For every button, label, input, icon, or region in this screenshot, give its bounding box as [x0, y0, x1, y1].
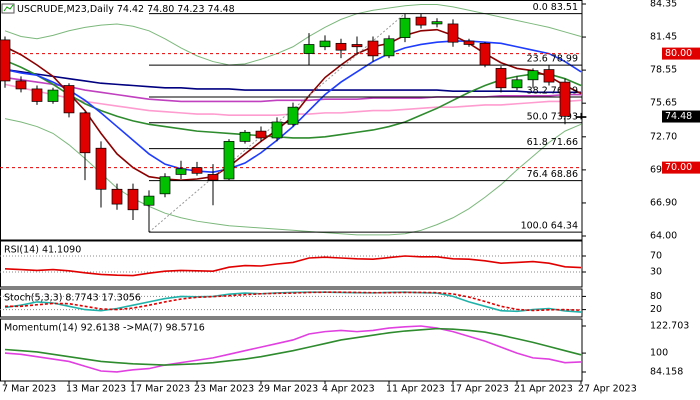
candle-body	[287, 106, 299, 125]
candle-body	[31, 88, 43, 102]
fib-label: 0.0 83.51	[533, 2, 578, 13]
candle-body	[479, 42, 491, 66]
candle-body	[351, 44, 363, 48]
x-tick-label: 7 Mar 2023	[2, 384, 56, 395]
candle-body	[319, 40, 331, 48]
candle-body	[303, 44, 315, 54]
fib-label: 61.8 71.66	[527, 137, 578, 148]
x-tick-label: 11 Apr 2023	[386, 384, 445, 395]
level-label: 80.00	[665, 48, 692, 59]
indicator-line	[4, 255, 582, 277]
indicator-line	[4, 59, 582, 139]
candle-body	[63, 85, 75, 114]
y-tick-label: 64.00	[650, 231, 677, 242]
candle-body	[399, 17, 411, 38]
candle-body	[0, 39, 11, 82]
candle-body	[159, 176, 171, 195]
fib-label: 38.2 76.19	[527, 86, 578, 97]
candle-body	[79, 112, 91, 154]
x-tick-label: 21 Apr 2023	[514, 384, 573, 395]
x-tick-label: 17 Apr 2023	[450, 384, 509, 395]
fib-label: 23.6 78.99	[527, 54, 578, 65]
panel-title: Momentum(14) 92.6138 ->MA(7) 98.5716	[4, 323, 205, 334]
level-label-box	[662, 161, 700, 174]
candle-body	[415, 16, 427, 26]
title-icon	[1, 3, 15, 14]
y-tick-label: 100	[650, 348, 668, 359]
indicator-line	[5, 291, 582, 312]
panel-frame	[0, 240, 583, 288]
candle-body	[543, 69, 555, 83]
x-tick-label: 13 Mar 2023	[66, 384, 126, 395]
panel-frame	[0, 0, 583, 241]
y-tick-label: 84.158	[650, 367, 683, 378]
candle-body	[559, 81, 571, 117]
y-tick-label: 70	[650, 251, 662, 262]
panel-frame	[0, 288, 583, 318]
candle-body	[527, 70, 539, 81]
candle-body	[367, 40, 379, 57]
panel-title: Stoch(5,3,3) 8.7743 17.3056	[4, 293, 141, 304]
candle-body	[575, 116, 587, 118]
candle-body	[143, 195, 155, 206]
candle-body	[95, 147, 107, 190]
candle-body	[207, 174, 219, 181]
candle-body	[495, 68, 507, 89]
x-tick-label: 17 Mar 2023	[130, 384, 190, 395]
candle-body	[111, 188, 123, 205]
y-tick-label: 84.35	[650, 0, 677, 9]
x-tick-label: 4 Apr 2023	[322, 384, 375, 395]
y-tick-label: 81.45	[650, 32, 677, 43]
indicator-line	[4, 325, 582, 373]
last-price-box	[662, 110, 700, 123]
candle-body	[127, 188, 139, 211]
fib-label: 50.0 73.93	[527, 111, 578, 122]
candle-body	[383, 38, 395, 57]
y-tick-label: 122.703	[650, 321, 689, 332]
x-tick-label: 29 Mar 2023	[258, 384, 318, 395]
title-icon-mark	[3, 4, 14, 12]
x-tick-label: 27 Apr 2023	[578, 384, 637, 395]
y-tick-label: 75.65	[650, 98, 677, 109]
level-label-box	[662, 47, 700, 60]
y-tick-label: 80	[650, 291, 662, 302]
indicator-line	[4, 291, 582, 313]
level-label: 70.00	[665, 162, 692, 173]
last-price-label: 74.48	[665, 111, 692, 122]
y-tick-label: 66.90	[650, 197, 677, 208]
candle-body	[511, 79, 523, 89]
fib-label: 76.4 68.86	[527, 169, 578, 180]
candle-body	[255, 130, 267, 139]
y-tick-label: 30	[650, 267, 662, 278]
candle-body	[463, 40, 475, 45]
candle-body	[47, 89, 59, 102]
candle-body	[191, 167, 203, 174]
y-tick-label: 72.70	[650, 131, 677, 142]
candle-body	[239, 131, 251, 142]
candle-body	[447, 23, 459, 43]
candle-body	[175, 168, 187, 175]
y-tick-label: 20	[650, 304, 662, 315]
x-tick-label: 23 Mar 2023	[194, 384, 254, 395]
panel-title: RSI(14) 41.1090	[4, 245, 81, 256]
panel-title: USCRUDE,M23,Daily 74.42 74.80 74.23 74.4…	[17, 4, 235, 15]
y-tick-label: 78.55	[650, 65, 677, 76]
indicator-line	[4, 68, 581, 94]
candle-body	[271, 121, 283, 139]
candle-body	[223, 141, 235, 180]
fib-label: 100.0 64.34	[521, 221, 578, 232]
candle-body	[335, 42, 347, 51]
panel-frame	[0, 318, 583, 382]
candle-body	[431, 21, 443, 25]
indicator-line	[4, 327, 582, 366]
candle-body	[15, 80, 27, 90]
